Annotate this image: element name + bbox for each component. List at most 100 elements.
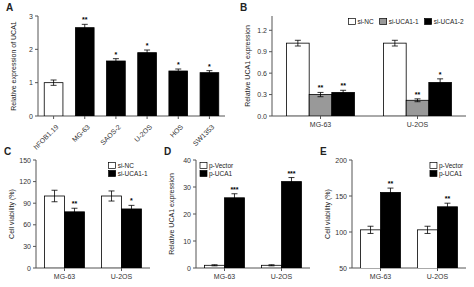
legend-item: si-NC	[109, 162, 135, 169]
error-bar	[295, 40, 301, 46]
error-cap	[269, 265, 275, 266]
annotation: **	[318, 84, 324, 91]
error-cap	[415, 101, 421, 102]
y-tick-label: 1	[29, 79, 33, 86]
bar	[122, 209, 142, 268]
annotation: *	[208, 63, 211, 70]
x-tick-label: MG-63	[214, 273, 236, 280]
error-bar	[368, 226, 374, 233]
error-cap	[387, 188, 393, 189]
y-axis-label: Relative UCA1 expression	[244, 25, 252, 107]
panel: A0123Relative expression of UCA1hFOB1.19…	[6, 2, 225, 151]
plot-area	[361, 188, 458, 268]
bar	[138, 53, 157, 116]
x-tick-label: U-2OS	[271, 273, 293, 280]
annotation: **	[415, 91, 421, 98]
y-tick-label: 0.9	[257, 48, 267, 55]
plot-area	[287, 40, 452, 116]
bar	[384, 43, 407, 116]
x-tick-label: hFOB1.19	[32, 123, 60, 151]
annotation: *	[130, 197, 133, 204]
figure: A0123Relative expression of UCA1hFOB1.19…	[0, 0, 474, 287]
bar	[205, 265, 225, 268]
legend-item: p-UCA1	[430, 170, 463, 178]
error-bar	[175, 69, 181, 73]
panel: E50100150200Cell viability (%)MG-63U-2OS…	[320, 146, 466, 287]
plot-area	[45, 190, 142, 268]
x-tick	[147, 116, 148, 119]
y-axis-line	[272, 16, 273, 116]
legend-label: si-NC	[118, 162, 135, 169]
y-tick-label: 150	[335, 193, 347, 200]
error-cap	[206, 74, 212, 75]
error-stem	[54, 190, 55, 202]
error-cap	[288, 185, 294, 186]
y-tick-label: 3	[29, 13, 33, 20]
error-stem	[394, 40, 395, 46]
legend-label: p-Vector	[439, 162, 464, 170]
error-cap	[109, 190, 115, 191]
error-cap	[425, 226, 431, 227]
error-cap	[231, 193, 237, 194]
y-tick-label: 60	[23, 221, 31, 228]
x-tick	[53, 116, 54, 119]
bar	[107, 61, 126, 116]
x-tick	[121, 268, 122, 271]
bar	[429, 82, 452, 116]
error-stem	[291, 178, 292, 186]
y-tick-label: 50	[339, 265, 347, 272]
error-cap	[113, 58, 119, 59]
y-tick-label: 0	[27, 265, 31, 272]
annotation: *	[177, 61, 180, 68]
error-bar	[128, 205, 134, 212]
bar	[102, 196, 122, 268]
bar	[44, 83, 63, 116]
y-axis-label: Relative expression of UCA1	[10, 21, 18, 111]
y-tick-label: 10	[183, 238, 191, 245]
error-cap	[109, 201, 115, 202]
error-cap	[52, 201, 58, 202]
error-cap	[415, 98, 421, 99]
bar	[381, 192, 401, 268]
legend-label: si-NC	[357, 18, 374, 25]
error-cap	[340, 90, 346, 91]
x-tick-label: U-2OS	[407, 121, 429, 128]
error-stem	[297, 40, 298, 46]
x-tick-label: MG-63	[310, 121, 332, 128]
legend-label: si-UCA1-1	[118, 170, 148, 177]
y-axis-label: Relative UCA1 expression	[168, 173, 176, 255]
y-axis-line	[36, 160, 37, 268]
x-tick	[224, 268, 225, 271]
x-tick-label: SAOS-2	[99, 123, 122, 146]
error-cap	[295, 40, 301, 41]
legend-swatch	[430, 171, 437, 177]
x-tick-label: MG-63	[370, 273, 392, 280]
y-tick-label: 0	[187, 265, 191, 272]
bar	[200, 73, 219, 116]
error-cap	[318, 96, 324, 97]
legend: si-NCsi-UCA1-1	[109, 162, 148, 177]
error-cap	[113, 63, 119, 64]
error-cap	[288, 177, 294, 178]
x-tick	[380, 268, 381, 271]
error-cap	[128, 212, 134, 213]
error-cap	[52, 190, 58, 191]
error-cap	[368, 233, 374, 234]
bar	[262, 265, 282, 268]
x-tick-label: MG-63	[71, 123, 91, 143]
y-tick-label: 0.3	[257, 91, 267, 98]
error-stem	[53, 80, 54, 85]
error-stem	[84, 24, 85, 31]
error-cap	[392, 40, 398, 41]
annotation: **	[445, 195, 451, 202]
y-tick-label: 0.0	[257, 113, 267, 120]
y-tick-label: 0	[29, 113, 33, 120]
x-tick	[417, 116, 418, 119]
error-cap	[144, 50, 150, 51]
error-stem	[131, 205, 132, 212]
error-cap	[387, 196, 393, 197]
error-cap	[392, 46, 398, 47]
error-bar	[231, 194, 237, 202]
x-tick-label: HOS	[169, 123, 185, 139]
y-tick-label: 90	[23, 200, 31, 207]
